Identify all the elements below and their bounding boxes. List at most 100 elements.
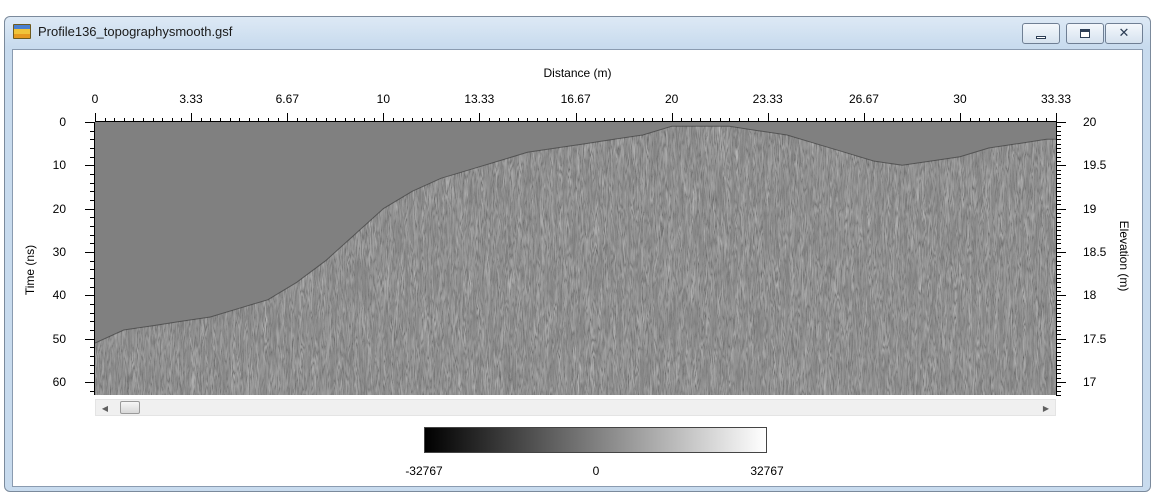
- x-minor-tick: [431, 118, 432, 122]
- x-minor-tick: [441, 118, 442, 122]
- x-minor-tick: [662, 118, 663, 122]
- right-minor-tick: [1056, 217, 1061, 218]
- x-minor-tick: [527, 118, 528, 122]
- left-minor-tick: [90, 287, 95, 288]
- right-minor-tick: [1056, 148, 1061, 149]
- x-minor-tick: [970, 118, 971, 122]
- x-tick-label: 13.33: [464, 92, 495, 106]
- x-minor-tick: [950, 118, 951, 122]
- left-minor-tick: [90, 174, 95, 175]
- left-minor-tick: [90, 373, 95, 374]
- x-minor-tick: [297, 118, 298, 122]
- x-minor-tick: [230, 118, 231, 122]
- x-tick-label: 30: [953, 92, 967, 106]
- right-minor-tick: [1056, 261, 1061, 262]
- minimize-icon: [1036, 35, 1046, 39]
- x-minor-tick: [345, 118, 346, 122]
- title-bar[interactable]: Profile136_topographysmooth.gsf ✕: [5, 17, 1150, 47]
- right-tick-label: 17: [1083, 375, 1097, 389]
- x-minor-tick: [239, 118, 240, 122]
- x-minor-tick: [499, 118, 500, 122]
- color-scale-min-label: -32767: [405, 464, 443, 478]
- x-minor-tick: [201, 118, 202, 122]
- x-minor-tick: [181, 118, 182, 122]
- x-minor-tick: [172, 118, 173, 122]
- x-minor-tick: [787, 118, 788, 122]
- right-minor-tick: [1056, 308, 1061, 309]
- x-major-tick: [864, 113, 865, 122]
- x-minor-tick: [633, 118, 634, 122]
- x-minor-tick: [556, 118, 557, 122]
- x-major-tick: [479, 113, 480, 122]
- left-minor-tick: [90, 217, 95, 218]
- right-minor-tick: [1056, 274, 1061, 275]
- x-major-tick: [383, 113, 384, 122]
- x-minor-tick: [729, 118, 730, 122]
- radargram-plot[interactable]: [95, 122, 1056, 395]
- right-minor-tick: [1056, 243, 1061, 244]
- right-tick-label: 18: [1083, 288, 1097, 303]
- left-tick-label: 60: [52, 375, 66, 389]
- close-icon: ✕: [1118, 26, 1130, 41]
- right-minor-tick: [1056, 248, 1061, 249]
- right-minor-tick: [1056, 222, 1061, 223]
- color-scale-max-label: 32767: [750, 464, 784, 478]
- x-minor-tick: [249, 118, 250, 122]
- x-minor-tick: [210, 118, 211, 122]
- right-minor-tick: [1056, 239, 1061, 240]
- left-minor-tick: [90, 330, 95, 331]
- right-minor-tick: [1056, 226, 1061, 227]
- x-minor-tick: [220, 118, 221, 122]
- x-minor-tick: [354, 118, 355, 122]
- x-minor-tick: [672, 118, 673, 122]
- minimize-button[interactable]: [1022, 23, 1060, 44]
- scroll-left-arrow-icon[interactable]: ◀: [101, 403, 109, 413]
- x-minor-tick: [652, 118, 653, 122]
- restore-button[interactable]: [1066, 23, 1104, 44]
- window-title: Profile136_topographysmooth.gsf: [38, 24, 233, 39]
- left-minor-tick: [90, 304, 95, 305]
- x-minor-tick: [777, 118, 778, 122]
- left-minor-tick: [90, 200, 95, 201]
- right-minor-tick: [1056, 386, 1061, 387]
- x-minor-tick: [383, 118, 384, 122]
- gsf-file-icon: [13, 24, 31, 39]
- x-minor-tick: [470, 118, 471, 122]
- right-minor-tick: [1056, 174, 1061, 175]
- x-minor-tick: [316, 118, 317, 122]
- left-minor-tick: [90, 243, 95, 244]
- scroll-right-arrow-icon[interactable]: ▶: [1042, 403, 1050, 413]
- x-major-tick: [672, 113, 673, 122]
- left-minor-tick: [90, 339, 95, 340]
- x-minor-tick: [806, 118, 807, 122]
- left-minor-tick: [90, 252, 95, 253]
- top-axis-line: [95, 121, 1056, 122]
- right-major-tick: [1056, 252, 1066, 253]
- x-minor-tick: [1008, 118, 1009, 122]
- right-major-tick: [1056, 382, 1066, 383]
- right-minor-tick: [1056, 230, 1061, 231]
- x-major-tick: [768, 113, 769, 122]
- right-minor-tick: [1056, 209, 1061, 210]
- scrollbar-thumb[interactable]: [120, 401, 140, 414]
- right-minor-tick: [1056, 291, 1061, 292]
- x-major-tick: [576, 113, 577, 122]
- right-axis-line: [1056, 122, 1057, 395]
- close-button[interactable]: ✕: [1105, 23, 1143, 44]
- left-minor-tick: [90, 347, 95, 348]
- x-minor-tick: [547, 118, 548, 122]
- right-minor-tick: [1056, 204, 1061, 205]
- right-minor-tick: [1056, 256, 1061, 257]
- right-minor-tick: [1056, 126, 1061, 127]
- right-minor-tick: [1056, 157, 1061, 158]
- right-minor-tick: [1056, 369, 1061, 370]
- x-minor-tick: [979, 118, 980, 122]
- left-minor-tick: [90, 165, 95, 166]
- left-minor-tick: [90, 235, 95, 236]
- x-minor-tick: [364, 118, 365, 122]
- x-minor-tick: [1018, 118, 1019, 122]
- x-minor-tick: [489, 118, 490, 122]
- x-minor-tick: [614, 118, 615, 122]
- right-minor-tick: [1056, 356, 1061, 357]
- horizontal-scrollbar[interactable]: ◀ ▶: [95, 399, 1056, 416]
